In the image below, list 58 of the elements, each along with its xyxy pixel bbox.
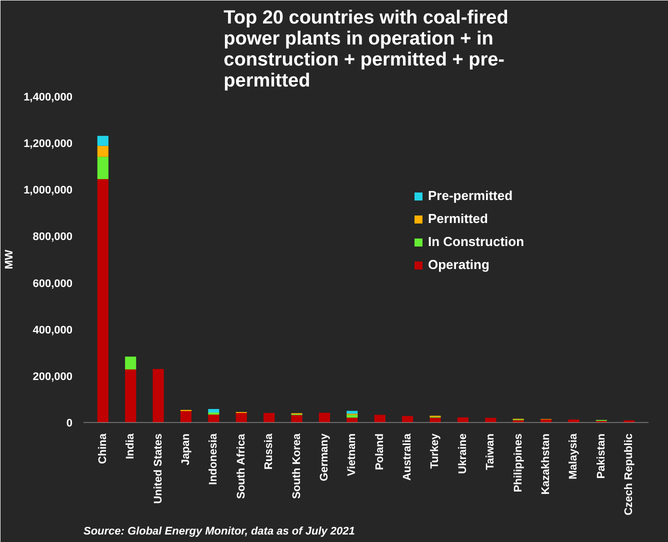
x-tick-label: South Africa [235, 433, 248, 499]
bar [485, 418, 496, 422]
legend-label: Operating [428, 257, 490, 272]
bar [125, 356, 136, 370]
bar [264, 412, 275, 422]
legend-label: Pre-permitted [428, 188, 513, 203]
x-tick-label: Australia [402, 432, 414, 481]
x-tick-label: Vietnam [346, 433, 358, 476]
bar [152, 368, 164, 422]
bar [208, 408, 220, 412]
x-tick-label: Philippines [512, 433, 524, 492]
bar [125, 369, 136, 422]
y-tick-label: 400,000 [32, 324, 73, 336]
x-tick-label: Ukraine [456, 433, 469, 474]
x-tick-label: Pakistan [595, 433, 608, 479]
y-tick-label: 0 [66, 418, 73, 430]
bar [540, 419, 552, 422]
x-tick-label: Germany [318, 432, 330, 482]
source-note: Source: Global Energy Monitor, data as of July 2021 [84, 526, 355, 538]
legend-label: In Construction [428, 234, 524, 249]
bar [97, 136, 108, 146]
x-tick-label: Czech Republic [623, 433, 636, 516]
bar [402, 416, 414, 422]
x-tick-label: India [124, 432, 137, 460]
bar [318, 412, 330, 422]
bar [346, 418, 358, 422]
y-tick-label: 1,400,000 [24, 92, 72, 104]
x-tick-label: United States [152, 433, 164, 504]
y-tick-label: 1,200,000 [24, 138, 72, 150]
x-tick-label: Taiwan [484, 433, 497, 470]
x-tick-label: China [96, 432, 109, 464]
bar [180, 411, 192, 422]
bar [430, 418, 441, 422]
legend-label: Permitted [428, 211, 488, 226]
x-tick-label: South Korea [290, 432, 303, 499]
bar [374, 414, 386, 422]
chart-title: Top 20 countries with coal-fired power plants in operation + in construction + permitted + pre-permitted [224, 8, 508, 92]
bar [208, 412, 220, 415]
x-tick-label: Russia [263, 432, 276, 470]
x-tick-label: Kazakhstan [540, 433, 552, 495]
x-tick-label: Malaysia [568, 432, 580, 480]
y-tick-label: 600,000 [32, 278, 73, 290]
bar [208, 414, 220, 422]
bar [97, 156, 108, 180]
y-tick-label: 1,000,000 [24, 184, 72, 197]
bar [291, 415, 302, 422]
bar [236, 412, 247, 422]
bar [97, 179, 108, 422]
x-tick-label: Indonesia [208, 432, 220, 485]
x-tick-label: Japan [180, 433, 192, 466]
y-axis-title: MW [4, 249, 16, 270]
y-tick-label: 800,000 [32, 231, 73, 244]
x-tick-label: Turkey [429, 432, 442, 469]
y-tick-label: 200,000 [32, 370, 73, 383]
bar [97, 146, 108, 157]
x-tick-label: Poland [374, 433, 386, 470]
bar [457, 417, 468, 422]
bar [568, 419, 580, 422]
